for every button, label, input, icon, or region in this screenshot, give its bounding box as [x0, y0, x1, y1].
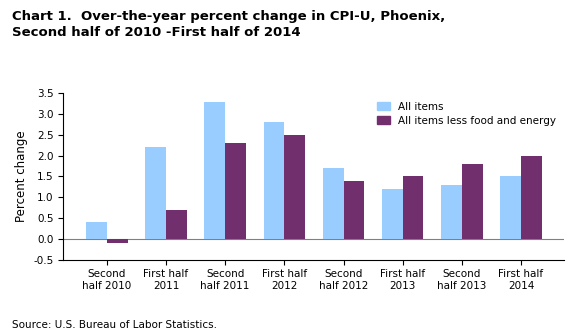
Bar	[403, 176, 423, 239]
Bar	[382, 189, 403, 239]
Bar	[225, 143, 246, 239]
Text: Source: U.S. Bureau of Labor Statistics.: Source: U.S. Bureau of Labor Statistics.	[12, 320, 217, 330]
Bar	[323, 168, 343, 239]
Y-axis label: Percent change: Percent change	[15, 131, 28, 222]
Bar	[462, 164, 483, 239]
Bar	[285, 135, 305, 239]
Bar	[343, 180, 364, 239]
Legend: All items, All items less food and energy: All items, All items less food and energ…	[374, 99, 559, 129]
Bar	[166, 210, 187, 239]
Bar	[86, 222, 107, 239]
Bar	[204, 102, 225, 239]
Text: Chart 1.  Over-the-year percent change in CPI-U, Phoenix,
Second half of 2010 -F: Chart 1. Over-the-year percent change in…	[12, 10, 445, 39]
Bar	[521, 156, 541, 239]
Bar	[441, 185, 462, 239]
Bar	[107, 239, 127, 243]
Bar	[501, 176, 521, 239]
Bar	[264, 123, 285, 239]
Bar	[145, 147, 166, 239]
